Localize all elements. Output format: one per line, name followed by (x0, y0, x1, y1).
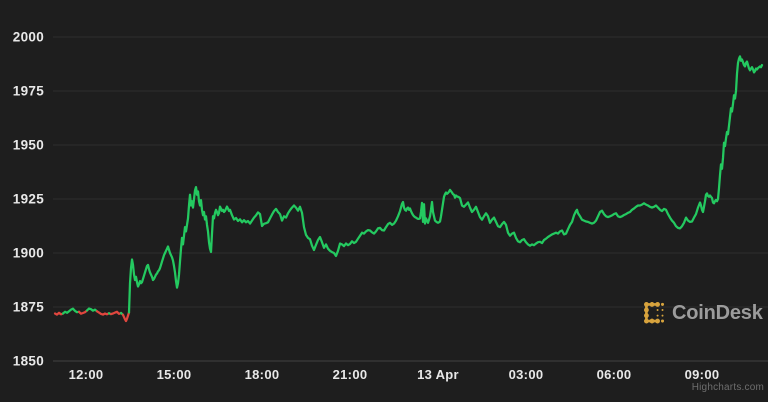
x-axis-label: 03:00 (509, 367, 544, 382)
highcharts-credit-link[interactable]: Highcharts.com (691, 382, 764, 393)
y-axis-label: 1925 (13, 192, 44, 207)
y-axis-label: 2000 (13, 30, 44, 45)
y-axis-label: 1875 (13, 300, 44, 315)
x-axis-label: 12:00 (69, 367, 104, 382)
coindesk-wordmark: CoinDesk (672, 302, 763, 324)
price-line-segment-up (127, 55, 764, 314)
x-axis-label: 09:00 (685, 367, 720, 382)
x-axis-label: 06:00 (597, 367, 632, 382)
y-axis-label: 1950 (13, 138, 44, 153)
y-axis-label: 1900 (13, 246, 44, 261)
x-axis-label: 21:00 (333, 367, 368, 382)
price-line-segment-down (109, 310, 123, 316)
price-line-segment-down (53, 311, 65, 316)
price-line-segment-up (61, 307, 81, 315)
x-axis-label: 18:00 (245, 367, 280, 382)
coindesk-logo: CoinDesk (644, 302, 763, 325)
price-line-segment-up (85, 307, 99, 313)
price-line-segment-down (95, 310, 111, 316)
x-axis-label: 13 Apr (417, 367, 459, 382)
y-axis-label: 1850 (13, 354, 44, 369)
x-axis-label: 15:00 (157, 367, 192, 382)
y-axis-label: 1975 (13, 84, 44, 99)
price-line-segment-down (77, 309, 89, 315)
coindesk-icon (644, 302, 665, 324)
price-line-segment-down (121, 311, 131, 323)
